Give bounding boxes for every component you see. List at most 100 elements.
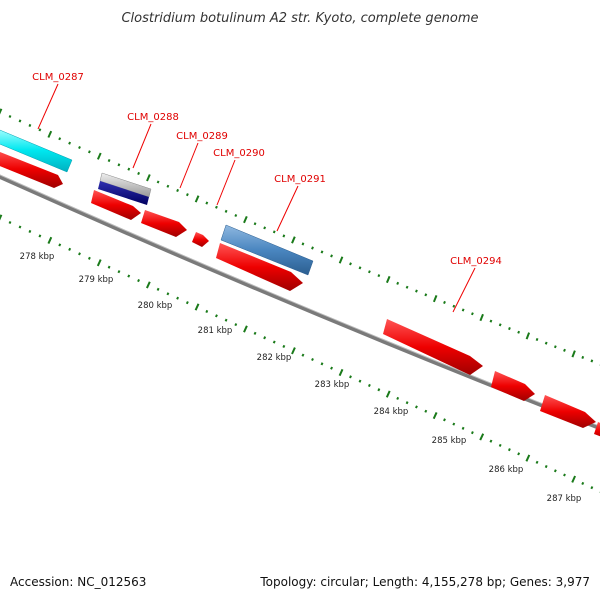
tick-mark <box>263 336 267 340</box>
tick-mark <box>117 270 121 274</box>
tick-mark <box>479 313 484 322</box>
leader-line <box>452 267 476 313</box>
gene-feature-clm-0288-dark[interactable] <box>98 181 149 205</box>
tick-mark <box>18 119 22 123</box>
outer-tick-ring <box>0 108 600 366</box>
tick-mark <box>349 375 352 379</box>
tick-mark <box>432 411 438 420</box>
tick-mark <box>358 379 362 383</box>
tick-mark <box>38 234 42 238</box>
tick-mark <box>146 174 151 182</box>
tick-mark <box>224 209 228 213</box>
tick-mark <box>563 473 566 477</box>
tick-mark <box>452 422 456 426</box>
tick-mark <box>0 214 3 221</box>
tick-mark <box>443 300 446 304</box>
tick-mark <box>320 250 324 254</box>
tick-mark <box>215 205 218 209</box>
tick-mark <box>96 152 102 160</box>
gene-feature-cds[interactable] <box>0 150 63 188</box>
tick-mark <box>166 292 170 296</box>
tick-mark <box>424 293 428 297</box>
gene-feature-clm-0288-cds[interactable] <box>91 190 141 220</box>
tick-mark <box>194 195 200 203</box>
tick-mark <box>282 344 286 349</box>
tick-mark <box>498 443 502 447</box>
gene-label-clm-0290: CLM_0290 <box>213 148 265 159</box>
inner-tick-ring <box>0 214 600 493</box>
tick-mark <box>405 401 409 405</box>
leader-line <box>276 185 299 232</box>
tick-mark <box>137 278 141 283</box>
tick-mark <box>291 347 296 355</box>
tick-mark <box>291 236 296 244</box>
genome-backbone-highlight <box>0 174 600 427</box>
tick-mark <box>185 301 189 305</box>
tick-mark <box>107 265 111 269</box>
leader-line <box>37 83 59 130</box>
tick-mark <box>243 325 248 333</box>
tick-mark <box>489 439 493 443</box>
tick-mark <box>571 475 577 483</box>
tick-mark <box>405 285 409 289</box>
tick-mark <box>214 314 218 318</box>
tick-mark <box>525 332 531 340</box>
gene-feature-clm-0287-trna[interactable] <box>0 128 73 173</box>
tick-mark <box>205 201 209 205</box>
map-title: Clostridium botulinum A2 str. Kyoto, com… <box>121 11 478 26</box>
tick-mark <box>272 340 276 344</box>
tick-mark <box>385 275 391 284</box>
gene-feature-clm-0291-misc[interactable] <box>220 224 314 276</box>
tick-mark <box>107 159 111 163</box>
tick-mark <box>461 308 465 312</box>
tick-mark <box>525 454 531 462</box>
gene-feature-cds[interactable] <box>491 371 535 401</box>
tick-mark <box>358 266 362 270</box>
gene-feature-clm-0290-cds[interactable] <box>192 232 209 247</box>
tick-mark <box>253 331 257 335</box>
tick-mark <box>127 167 131 171</box>
tick-mark <box>58 243 62 247</box>
tick-mark <box>156 180 160 184</box>
gene-feature-clm-0291-cds[interactable] <box>216 243 303 291</box>
leader-line <box>216 159 236 206</box>
tick-mark <box>205 309 209 313</box>
tick-mark <box>338 256 344 264</box>
tick-mark <box>176 296 180 300</box>
tick-mark <box>28 123 32 127</box>
tick-mark <box>590 486 594 490</box>
tick-mark <box>78 252 81 256</box>
genome-backbone <box>0 174 600 431</box>
tick-mark <box>156 287 160 291</box>
tick-mark <box>415 289 418 293</box>
tick-mark <box>87 150 91 154</box>
tick-mark <box>443 418 446 422</box>
tick-mark <box>338 368 344 377</box>
tick-mark <box>145 281 151 289</box>
tick-mark <box>479 433 485 441</box>
kbp-label: 287 kbp <box>547 494 582 504</box>
tick-mark <box>311 357 314 362</box>
tick-mark <box>581 355 585 359</box>
tick-mark <box>38 128 42 132</box>
tick-mark <box>78 145 81 150</box>
kbp-label: 281 kbp <box>198 326 233 336</box>
gene-feature-clm-0294-cds[interactable] <box>383 319 483 375</box>
gene-feature-cds[interactable] <box>594 422 600 440</box>
tick-mark <box>508 327 511 331</box>
tick-mark <box>470 312 474 316</box>
tick-mark <box>367 270 371 274</box>
tick-mark <box>137 171 141 175</box>
tick-mark <box>432 295 438 303</box>
tick-mark <box>396 396 400 400</box>
tick-mark <box>367 383 371 387</box>
gene-feature-cds[interactable] <box>540 395 596 428</box>
genome-summary-text: Topology: circular; Length: 4,155,278 bp… <box>259 575 590 589</box>
tick-mark <box>553 469 557 473</box>
tick-mark <box>243 215 248 224</box>
tick-mark <box>28 229 32 233</box>
tick-mark <box>117 163 121 167</box>
leader-line <box>132 123 152 169</box>
gene-feature-clm-0289-cds[interactable] <box>141 210 187 237</box>
